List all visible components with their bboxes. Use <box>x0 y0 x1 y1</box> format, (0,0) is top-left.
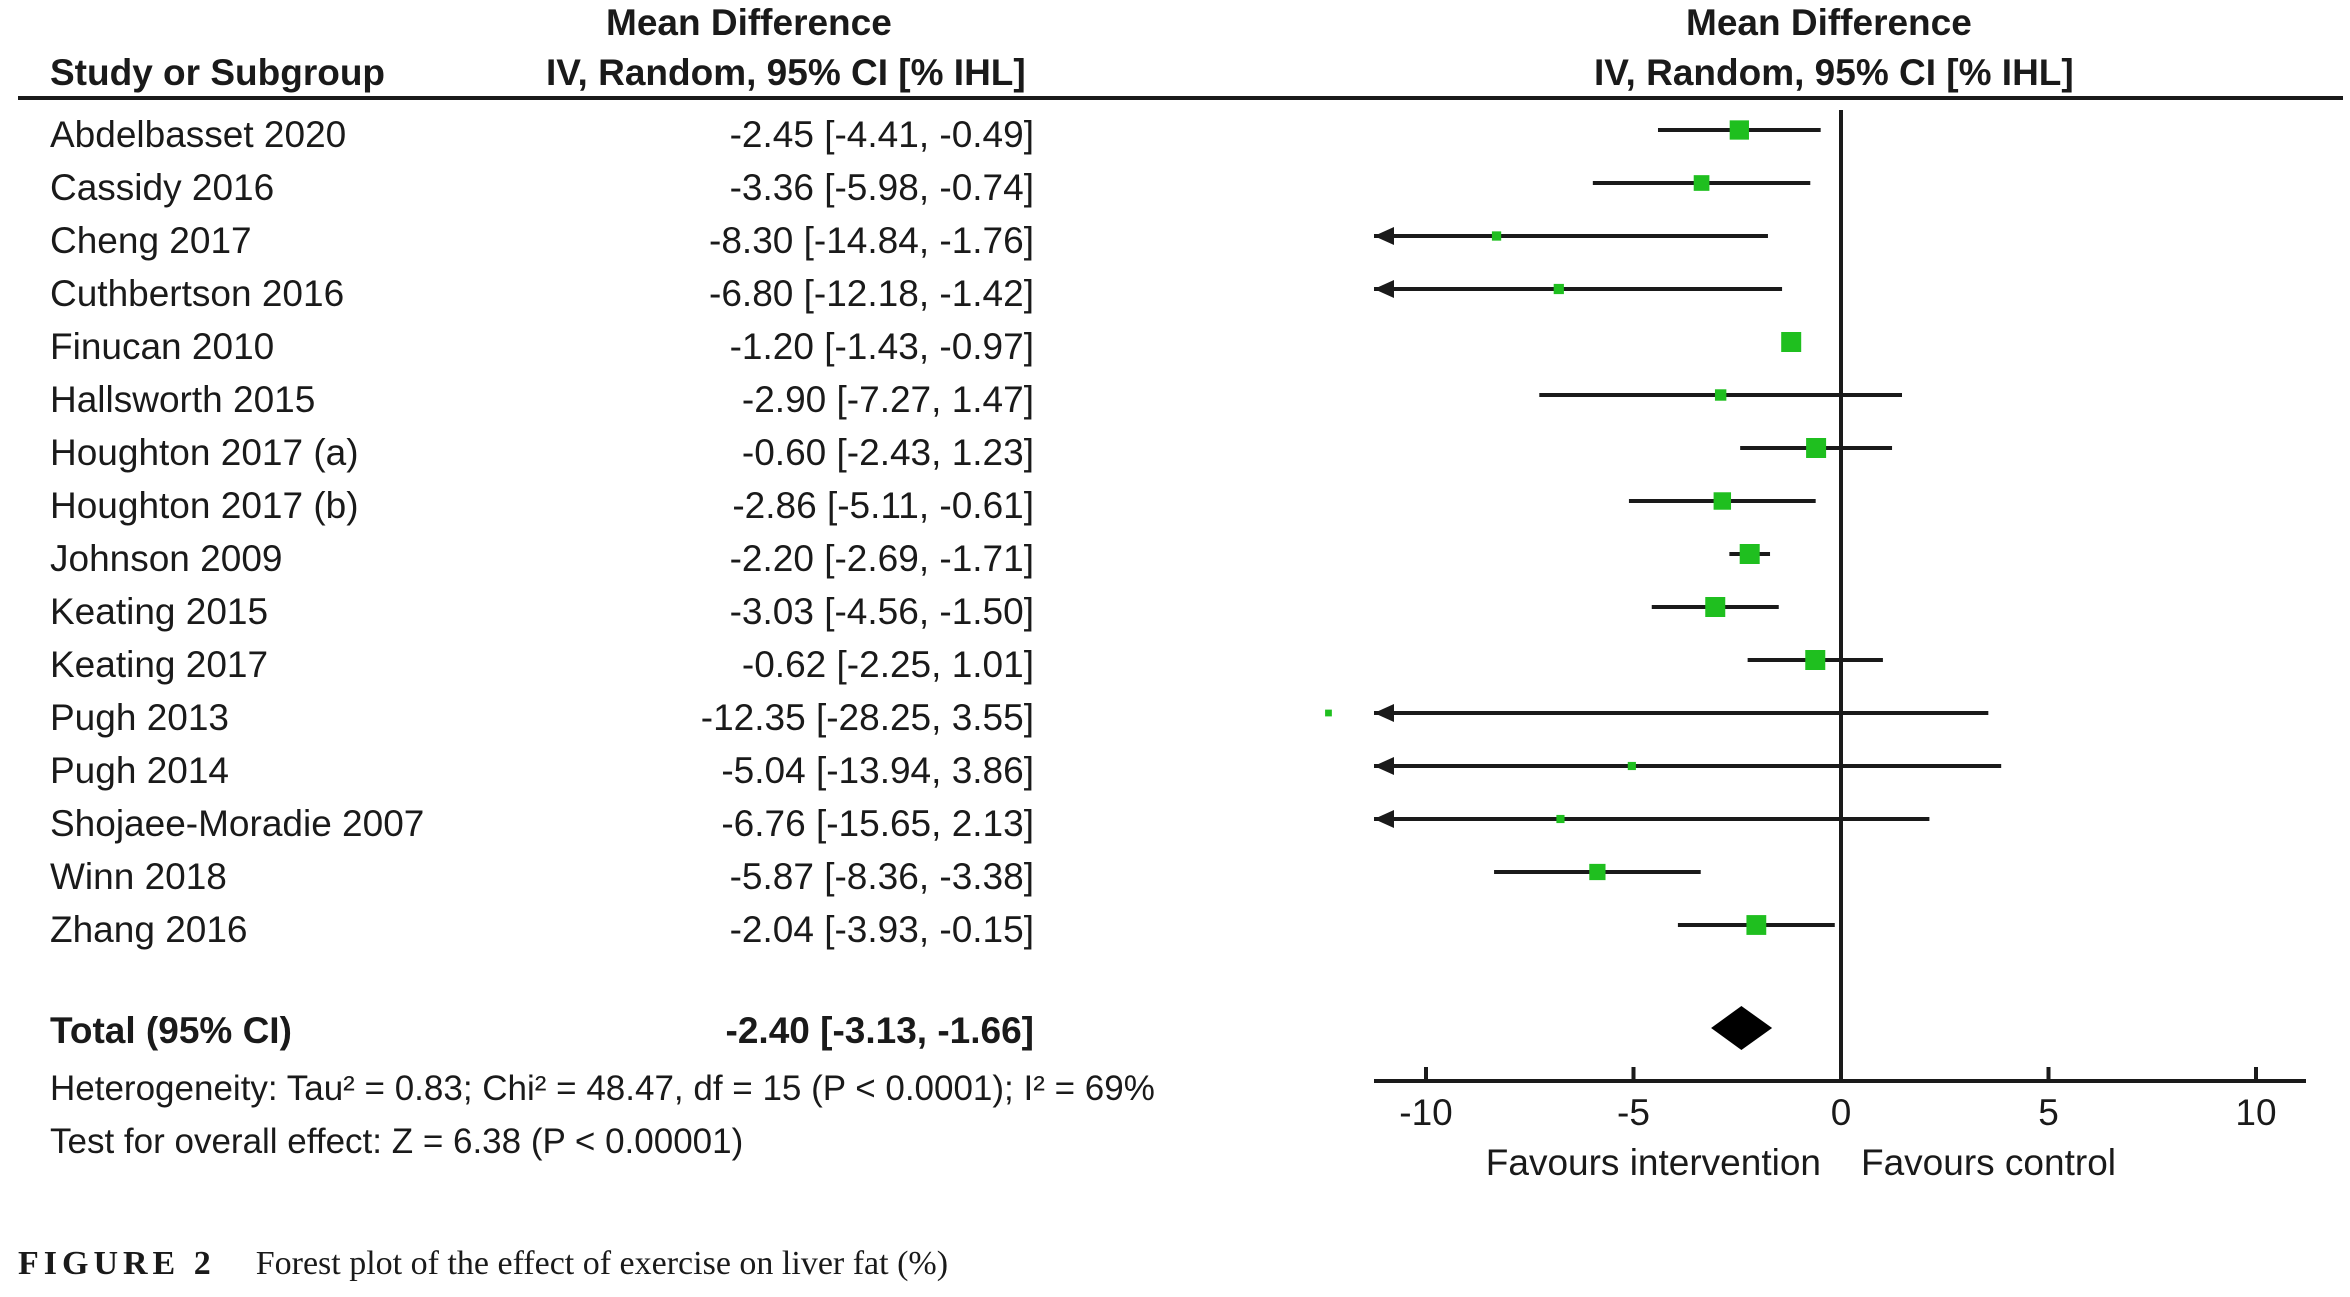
study-name: Hallsworth 2015 <box>50 379 316 420</box>
study-name: Johnson 2009 <box>50 538 283 579</box>
study-ci-value: -1.20 [-1.43, -0.97] <box>729 326 1034 367</box>
ci-arrow <box>1374 810 1394 828</box>
study-ci-value: -12.35 [-28.25, 3.55] <box>700 697 1034 738</box>
study-name: Keating 2015 <box>50 591 269 632</box>
study-name: Abdelbasset 2020 <box>50 114 347 155</box>
study-marker <box>1556 814 1565 824</box>
study-name: Pugh 2014 <box>50 750 230 791</box>
total-label: Total (95% CI) <box>50 1010 292 1051</box>
study-ci-value: -2.86 [-5.11, -0.61] <box>732 485 1034 526</box>
study-marker <box>1705 597 1726 617</box>
heterogeneity-text: Heterogeneity: Tau² = 0.83; Chi² = 48.47… <box>50 1069 1155 1108</box>
study-marker <box>1491 231 1502 241</box>
favours-intervention-label: Favours intervention <box>1486 1142 1821 1183</box>
study-marker <box>1713 492 1732 510</box>
md-column-title: Mean Difference <box>606 2 892 43</box>
study-ci-value: -0.62 [-2.25, 1.01] <box>741 644 1034 685</box>
study-name: Cuthbertson 2016 <box>50 273 345 314</box>
study-marker <box>1746 915 1767 935</box>
study-name: Cheng 2017 <box>50 220 252 261</box>
study-name: Finucan 2010 <box>50 326 275 367</box>
ci-arrow <box>1374 704 1394 722</box>
study-ci-value: -2.04 [-3.93, -0.15] <box>729 909 1034 950</box>
plot-column-subtitle: IV, Random, 95% CI [% IHL] <box>1594 52 2074 93</box>
study-marker <box>1806 438 1827 458</box>
study-ci-value: -2.45 [-4.41, -0.49] <box>729 114 1034 155</box>
overall-effect-text: Test for overall effect: Z = 6.38 (P < 0… <box>50 1122 744 1161</box>
figure-caption-text: Forest plot of the effect of exercise on… <box>255 1245 949 1282</box>
x-tick-label: -5 <box>1617 1092 1650 1133</box>
study-ci-value: -2.90 [-7.27, 1.47] <box>741 379 1034 420</box>
study-ci-value: -3.03 [-4.56, -1.50] <box>729 591 1034 632</box>
study-ci-value: -5.87 [-8.36, -3.38] <box>729 856 1034 897</box>
ci-arrow <box>1374 757 1394 775</box>
study-name: Houghton 2017 (a) <box>50 432 359 473</box>
study-ci-value: -3.36 [-5.98, -0.74] <box>729 167 1034 208</box>
study-marker <box>1739 544 1760 564</box>
study-name: Keating 2017 <box>50 644 269 685</box>
x-tick-label: 5 <box>2038 1092 2059 1133</box>
x-tick-label: 10 <box>2235 1092 2276 1133</box>
figure-label: FIGURE 2 <box>18 1245 216 1282</box>
ci-arrow <box>1374 227 1394 245</box>
ci-arrow <box>1374 280 1394 298</box>
plot-column-title: Mean Difference <box>1686 2 1972 43</box>
study-ci-value: -5.04 [-13.94, 3.86] <box>721 750 1034 791</box>
study-name: Cassidy 2016 <box>50 167 275 208</box>
study-name: Shojaee-Moradie 2007 <box>50 803 425 844</box>
study-ci-value: -6.76 [-15.65, 2.13] <box>721 803 1034 844</box>
figure-caption: FIGURE 2 Forest plot of the effect of exe… <box>18 1245 948 1283</box>
study-marker <box>1729 120 1749 140</box>
study-name: Pugh 2013 <box>50 697 230 738</box>
favours-control-label: Favours control <box>1861 1142 2116 1183</box>
study-ci-value: -2.20 [-2.69, -1.71] <box>729 538 1034 579</box>
study-ci-value: -8.30 [-14.84, -1.76] <box>709 220 1034 261</box>
study-marker <box>1693 175 1710 191</box>
study-ci-value: -0.60 [-2.43, 1.23] <box>741 432 1034 473</box>
study-marker <box>1627 761 1636 771</box>
study-column-header: Study or Subgroup <box>50 52 386 93</box>
header-rule <box>18 96 2343 100</box>
x-tick-label: 0 <box>1831 1092 1852 1133</box>
md-column-subtitle: IV, Random, 95% CI [% IHL] <box>546 52 1026 93</box>
study-marker <box>1805 650 1826 670</box>
study-marker <box>1781 332 1802 352</box>
study-name: Houghton 2017 (b) <box>50 485 359 526</box>
total-ci-value: -2.40 [-3.13, -1.66] <box>725 1010 1034 1051</box>
study-marker <box>1553 283 1564 295</box>
study-name: Winn 2018 <box>50 856 227 897</box>
study-marker <box>1325 709 1332 717</box>
total-diamond <box>1711 1006 1773 1050</box>
study-name: Zhang 2016 <box>50 909 248 950</box>
study-marker <box>1589 863 1606 881</box>
study-ci-value: -6.80 [-12.18, -1.42] <box>709 273 1034 314</box>
forest-plot-area: -10 -5 0 5 10 Favours intervention Favours con… <box>1325 110 2306 1183</box>
x-tick-label: -10 <box>1399 1092 1452 1133</box>
study-marker <box>1714 389 1727 401</box>
